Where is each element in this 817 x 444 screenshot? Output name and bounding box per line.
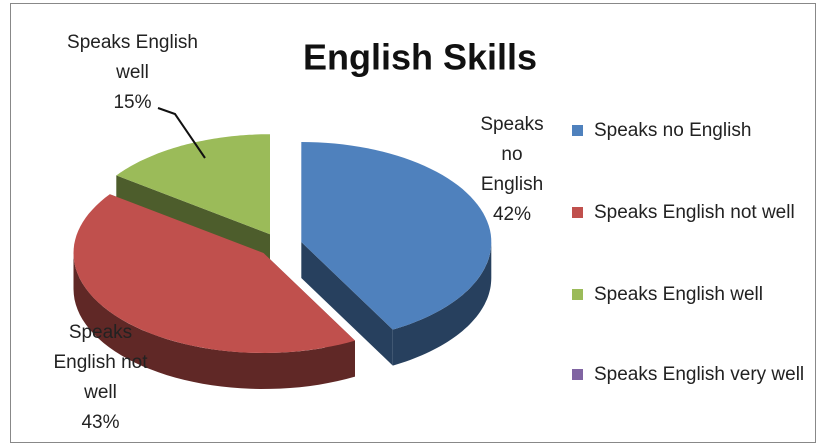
- legend-item: Speaks English not well: [572, 198, 807, 228]
- data-label-value: 15%: [113, 92, 152, 113]
- data-label: Speaks English well 15%: [65, 28, 200, 118]
- data-label-category: Speaks English not well: [53, 322, 148, 403]
- leader-line: [157, 107, 206, 159]
- slice-side: [392, 242, 492, 366]
- legend-label: Speaks English well: [594, 284, 763, 305]
- legend-label: Speaks English not well: [594, 202, 795, 223]
- data-label-category: Speaks no English: [480, 114, 544, 195]
- slice: [73, 194, 355, 353]
- data-label: Speaks no English 42%: [472, 110, 552, 230]
- legend-label: Speaks English very well: [594, 364, 805, 385]
- data-label-value: 42%: [492, 204, 532, 225]
- chart-title: English Skills: [303, 37, 537, 78]
- slice: [301, 142, 492, 330]
- legend-swatch: [572, 125, 583, 136]
- slice: [116, 134, 270, 235]
- slice-edge: [301, 242, 393, 366]
- data-label: Speaks English not well 43%: [38, 318, 163, 438]
- legend-swatch: [572, 207, 583, 218]
- legend-label: Speaks no English: [594, 120, 752, 141]
- legend-swatch: [572, 289, 583, 300]
- slice-side: [73, 253, 355, 389]
- legend-swatch: [572, 369, 583, 380]
- legend-item: Speaks no English: [572, 116, 807, 146]
- data-label-value: 43%: [81, 412, 120, 433]
- legend-item: Speaks English well: [572, 280, 807, 310]
- legend-item: Speaks English very well: [572, 360, 807, 390]
- data-label-category: Speaks English well: [67, 32, 198, 83]
